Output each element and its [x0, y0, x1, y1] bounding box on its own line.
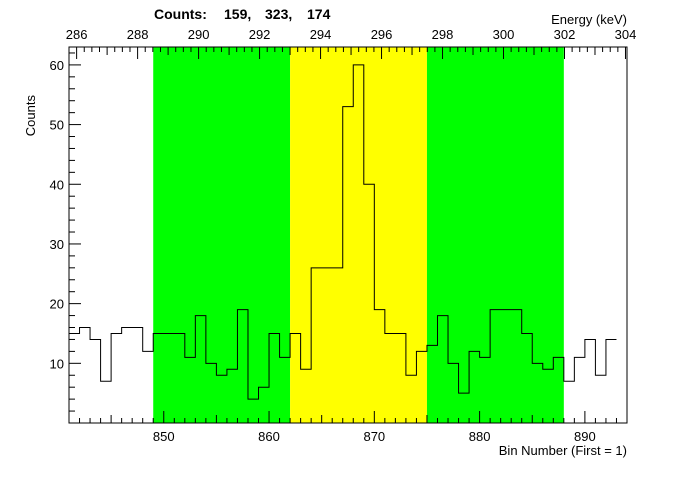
top-axis-label: Energy (keV) — [551, 12, 627, 27]
region-background-left — [153, 47, 291, 423]
y-tick-label: 60 — [50, 58, 64, 73]
top-tick-label: 302 — [554, 27, 576, 42]
y-tick-label: 40 — [50, 177, 64, 192]
x-tick-label: 880 — [469, 429, 491, 444]
y-tick-label: 10 — [50, 356, 64, 371]
y-tick-label: 50 — [50, 118, 64, 133]
header-counts-label: Counts: — [154, 6, 207, 22]
x-tick-label: 890 — [574, 429, 596, 444]
x-tick-label: 850 — [153, 429, 175, 444]
x-tick-label: 860 — [258, 429, 280, 444]
plot-frame — [68, 46, 628, 424]
top-tick-label: 298 — [432, 27, 454, 42]
header-count-peak: 323, — [265, 6, 292, 22]
top-tick-label: 304 — [615, 27, 637, 42]
x-axis-label: Bin Number (First = 1) — [499, 443, 627, 458]
top-tick-label: 292 — [249, 27, 271, 42]
top-tick-label: 300 — [493, 27, 515, 42]
major-ticks — [69, 47, 626, 423]
y-axis-label: Counts — [23, 95, 38, 137]
header-count-right: 174 — [307, 6, 331, 22]
region-background-right — [426, 47, 564, 423]
y-tick-label: 20 — [50, 297, 64, 312]
histogram-line — [69, 64, 617, 400]
top-tick-label: 290 — [188, 27, 210, 42]
top-tick-label: 294 — [310, 27, 332, 42]
x-tick-label: 870 — [363, 429, 385, 444]
region-peak — [290, 47, 427, 423]
y-tick-label: 30 — [50, 237, 64, 252]
tick-labels: 850 860 870 880 890 10 20 30 40 50 60 286 288 290 292 2… — [50, 27, 637, 444]
top-tick-label: 288 — [127, 27, 149, 42]
region-layer — [153, 47, 564, 423]
top-tick-label: 296 — [371, 27, 393, 42]
header-count-left: 159, — [224, 6, 251, 22]
top-tick-label: 286 — [66, 27, 88, 42]
